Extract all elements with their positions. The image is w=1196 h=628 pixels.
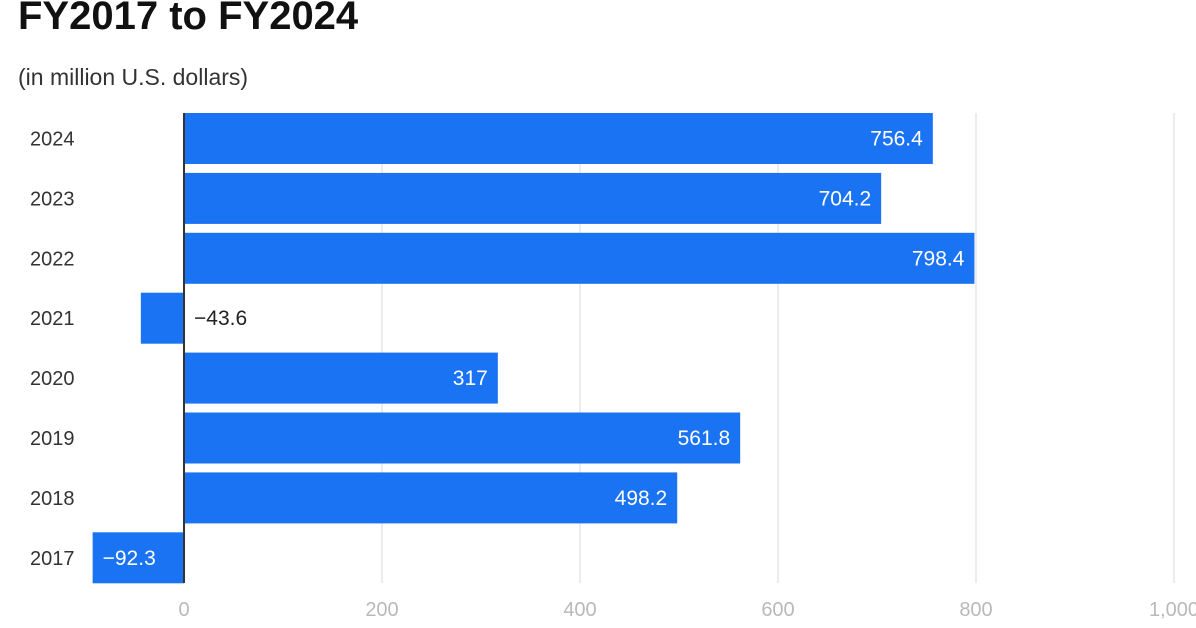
bar (184, 172, 882, 224)
value-label: 798.4 (912, 247, 965, 270)
x-tick-label: 0 (178, 599, 189, 621)
value-label: 756.4 (870, 128, 923, 151)
value-label: 498.2 (615, 487, 668, 510)
value-label: 561.8 (678, 427, 731, 450)
x-tick-label: 800 (959, 599, 992, 621)
category-label: 2019 (30, 428, 75, 450)
x-tick-label: 600 (761, 599, 794, 621)
bar (184, 232, 975, 284)
bar (184, 472, 678, 524)
value-label: 317 (453, 367, 488, 390)
category-label: 2022 (30, 248, 75, 270)
value-label: −92.3 (103, 547, 156, 570)
labels: 0 200 400 600 800 1,000 2024 756.4 2023 704.2 2022… (30, 128, 1196, 622)
value-label: 704.2 (819, 187, 872, 210)
chart-title: FY2017 to FY2024 (18, 0, 359, 38)
x-tick-label: 200 (365, 599, 398, 621)
category-label: 2020 (30, 368, 75, 390)
category-label: 2023 (30, 188, 75, 210)
bar (140, 292, 184, 344)
chart-subtitle: (in million U.S. dollars) (18, 64, 249, 90)
bars (92, 113, 975, 584)
category-label: 2024 (30, 129, 75, 151)
x-tick-label: 400 (563, 599, 596, 621)
x-tick-label: 1,000 (1149, 599, 1196, 621)
bar (184, 412, 741, 464)
category-label: 2017 (30, 548, 75, 570)
bar (92, 532, 184, 584)
bar (184, 352, 498, 404)
bar (184, 113, 933, 164)
value-label: −43.6 (194, 307, 247, 330)
category-label: 2021 (30, 308, 75, 330)
category-label: 2018 (30, 488, 75, 510)
